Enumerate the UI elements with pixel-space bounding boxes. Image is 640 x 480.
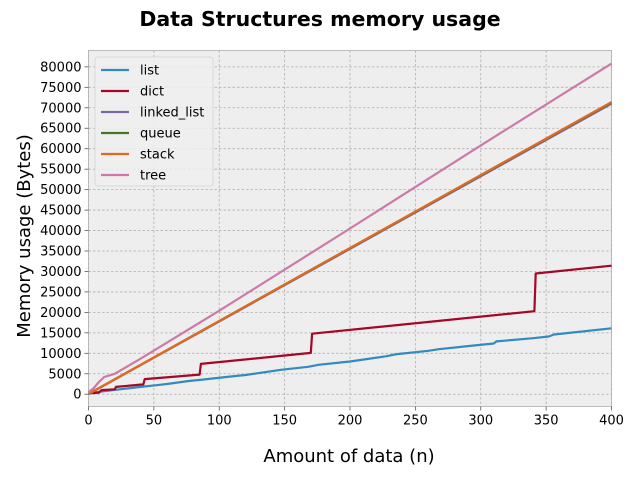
series-line-dict — [88, 264, 612, 395]
legend-label-queue: queue — [140, 127, 181, 142]
data-series — [87, 62, 613, 396]
legend-label-list: list — [140, 64, 159, 79]
series-line-list — [88, 327, 612, 396]
y-tick-label: 0 — [73, 388, 81, 403]
y-tick-label: 25000 — [40, 285, 81, 300]
legend-label-linked-list: linked_list — [140, 106, 204, 121]
y-tick-label: 45000 — [40, 204, 81, 219]
y-tick-label: 10000 — [40, 347, 81, 362]
y-tick-label: 50000 — [40, 183, 81, 198]
y-axis-label: Memory usage (Bytes) — [14, 134, 35, 338]
x-tick-label: 0 — [84, 414, 92, 429]
y-tick-label: 35000 — [40, 245, 81, 260]
x-tick-label: 100 — [207, 414, 232, 429]
y-tick-label: 80000 — [40, 60, 81, 75]
y-tick-label: 75000 — [40, 81, 81, 96]
x-axis-label: Amount of data (n) — [263, 446, 434, 467]
y-tick-label: 70000 — [40, 101, 81, 116]
legend-label-dict: dict — [140, 85, 164, 100]
x-tick-label: 300 — [468, 414, 493, 429]
x-tick-label: 50 — [146, 414, 163, 429]
axis-ticks: 0 50 100 150 200 250 300 350 400 0 5000 10000 15000 2… — [40, 60, 624, 428]
y-tick-label: 30000 — [40, 265, 81, 280]
x-tick-label: 200 — [338, 414, 363, 429]
y-tick-label: 5000 — [48, 367, 81, 382]
x-tick-label: 250 — [403, 414, 428, 429]
y-tick-label: 40000 — [40, 224, 81, 239]
y-tick-label: 65000 — [40, 122, 81, 137]
series-line-stack — [87, 101, 613, 395]
series-line-tree — [87, 62, 613, 394]
x-tick-label: 350 — [534, 414, 559, 429]
x-tick-label: 150 — [272, 414, 297, 429]
legend-label-tree: tree — [140, 169, 166, 184]
y-tick-label: 15000 — [40, 326, 81, 341]
y-tick-label: 55000 — [40, 163, 81, 178]
y-tick-label: 60000 — [40, 142, 81, 157]
x-tick-label: 400 — [599, 414, 624, 429]
legend-label-stack: stack — [140, 148, 175, 163]
y-tick-label: 20000 — [40, 306, 81, 321]
chart-title: Data Structures memory usage — [139, 7, 500, 31]
